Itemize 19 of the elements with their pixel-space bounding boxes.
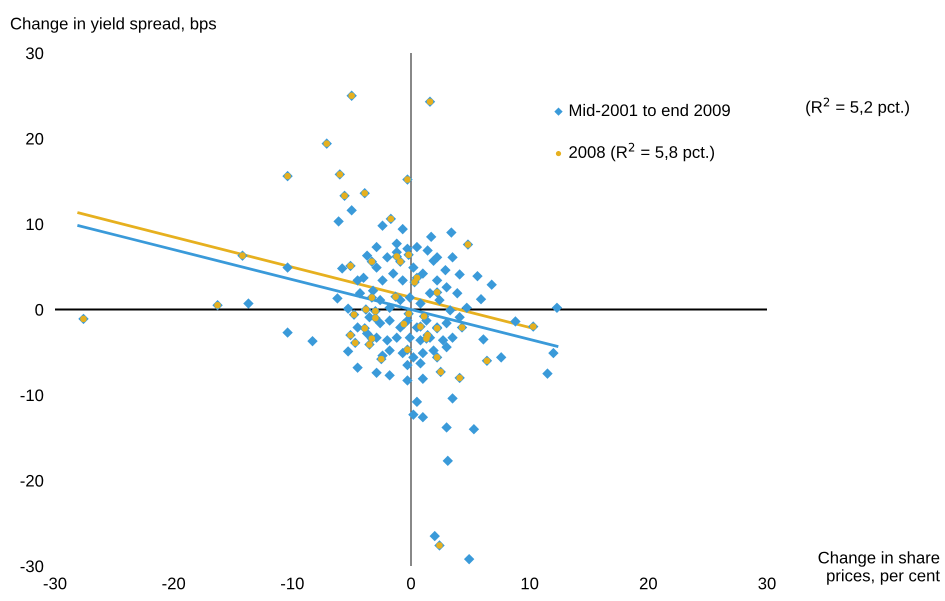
x-tick-label: -10 xyxy=(281,578,304,590)
y-tick-label: -10 xyxy=(20,389,44,402)
text: (R$^{2}$ = 5,2 pct.) xyxy=(806,98,909,116)
legend-label: Mid-2001 to end 2009 xyxy=(570,104,730,116)
legend-label: 2008 (R$^{2}$ = 5,8 pct.) xyxy=(569,142,714,162)
x-axis-title: Change in share prices, per cent xyxy=(818,551,940,585)
y-tick-label: -20 xyxy=(20,474,44,487)
y-tick-label: 0 xyxy=(35,304,44,316)
x-tick-label: 0 xyxy=(407,578,415,590)
x-tick-label: 10 xyxy=(522,578,538,590)
x-tick-label: -30 xyxy=(44,578,66,590)
y-tick-label: 30 xyxy=(26,47,44,60)
y-tick-label: -30 xyxy=(20,560,44,572)
x-tick-label: 30 xyxy=(758,578,776,590)
y-axis-title: Change in yield spread, bps xyxy=(10,17,216,33)
y-tick-label: 20 xyxy=(26,132,44,145)
x-tick-label: 20 xyxy=(640,578,657,590)
y-tick-label: 10 xyxy=(26,218,44,230)
x-tick-label: -20 xyxy=(162,578,186,590)
